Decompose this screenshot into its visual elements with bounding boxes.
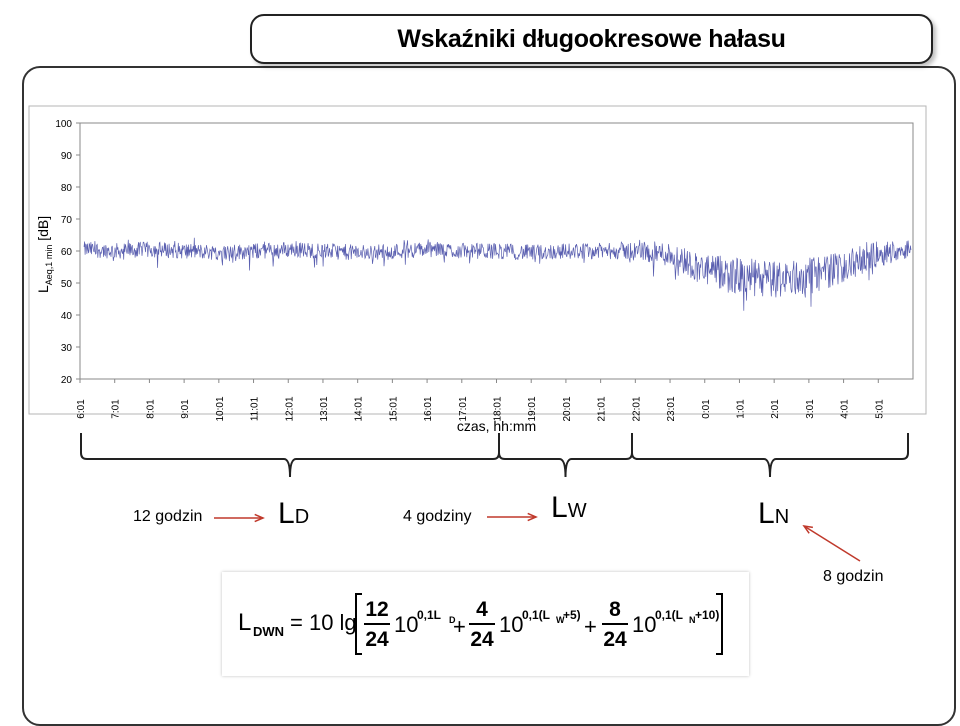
x-tick-label: 15:01 [388, 396, 399, 421]
y-axis-label: LAeq,1 min [dB] [35, 216, 54, 293]
x-tick-label: 20:01 [562, 396, 573, 421]
label-8-hours: 8 godzin [823, 568, 884, 585]
y-tick-label: 100 [55, 119, 72, 130]
t3-exp-sub: N [689, 615, 696, 625]
y-tick-label: 40 [61, 311, 73, 322]
ld-sub: D [294, 506, 310, 528]
y-tick-label: 20 [61, 375, 73, 386]
t1-num: 12 [365, 598, 388, 621]
plus-1: + [453, 614, 466, 639]
lw-sub: W [567, 500, 587, 522]
t1-exp-sub: D [449, 615, 456, 625]
x-tick-label: 6:01 [76, 399, 87, 419]
brace-night [631, 433, 909, 478]
y-tick-label: 60 [61, 247, 73, 258]
ln-main: L [758, 497, 775, 530]
t2-exp-sub: W [556, 615, 565, 625]
x-tick-label: 10:01 [215, 396, 226, 421]
x-tick-label: 3:01 [805, 399, 816, 419]
ln-label: LN [758, 497, 789, 531]
x-tick-label: 17:01 [458, 396, 469, 421]
x-tick-label: 22:01 [631, 396, 642, 421]
x-tick-label: 2:01 [770, 399, 781, 419]
lw-main: L [551, 491, 568, 524]
x-tick-label: 13:01 [319, 396, 330, 421]
label-12-hours: 12 godzin [133, 508, 203, 525]
y-tick-label: 30 [61, 343, 73, 354]
formula-eq: = 10 lg [290, 610, 357, 635]
x-axis-label: czas, hh:mm [457, 418, 536, 434]
x-tick-label: 16:01 [423, 396, 434, 421]
t3-den: 24 [603, 628, 627, 651]
x-tick-label: 5:01 [874, 399, 885, 419]
label-4-hours: 4 godziny [403, 508, 472, 525]
t1-den: 24 [365, 628, 389, 651]
ln-sub: N [774, 506, 790, 528]
chart-layer: 100 90 80 70 60 50 40 30 20 LAeq,1 min [dB] 6:01 7:… [28, 105, 927, 562]
ld-label: LD [278, 497, 309, 531]
arrow-head-ln [802, 524, 814, 534]
x-tick-label: 8:01 [145, 399, 156, 419]
x-tick-label: 18:01 [493, 396, 504, 421]
brace-day [80, 433, 500, 478]
brace-evening [498, 433, 633, 478]
x-tick-label: 0:01 [701, 399, 712, 419]
t2-exp-tail: +5) [563, 608, 581, 622]
ld-main: L [278, 497, 295, 530]
arrow-head-lw [527, 512, 538, 522]
x-tick-label: 11:01 [250, 396, 261, 421]
page-title: Wskaźniki długookresowe hałasu [397, 25, 786, 53]
y-tick-label: 80 [61, 183, 73, 194]
x-tick-label: 4:01 [840, 399, 851, 419]
t3-exp-tail: +10) [695, 608, 719, 622]
t3-num: 8 [609, 598, 621, 621]
t2-den: 24 [470, 628, 494, 651]
x-tick-label: 7:01 [111, 399, 122, 419]
formula-svg: L DWN = 10 lg 12 24 10 0,1L D + 4 24 10 … [238, 593, 723, 655]
t2-num: 4 [476, 598, 488, 621]
formula-lhs-sub: DWN [253, 624, 284, 639]
t3-exp: 0,1(L [655, 608, 683, 622]
t2-exp: 0,1(L [522, 608, 550, 622]
x-tick-label: 23:01 [666, 396, 677, 421]
formula-lhs: L [238, 609, 251, 636]
t1-exp: 0,1L [417, 608, 441, 622]
t1-base: 10 [394, 612, 418, 637]
x-tick-label: 1:01 [735, 399, 746, 419]
lw-label: LW [551, 491, 587, 525]
y-tick-label: 90 [61, 151, 73, 162]
plus-2: + [584, 614, 597, 639]
y-tick-label: 70 [61, 215, 73, 226]
series-laeq-line [83, 237, 912, 311]
t2-base: 10 [499, 612, 523, 637]
x-tick-label: 9:01 [180, 399, 191, 419]
y-tick-label: 50 [61, 279, 73, 290]
x-tick-label: 19:01 [527, 396, 538, 421]
x-tick-label: 12:01 [284, 396, 295, 421]
title-box: Wskaźniki długookresowe hałasu [250, 14, 933, 64]
x-tick-label: 14:01 [354, 396, 365, 421]
arrow-head-ld [254, 513, 265, 523]
arrow-8h-to-ln [803, 525, 861, 562]
x-tick-label: 21:01 [597, 396, 608, 421]
t3-base: 10 [632, 612, 656, 637]
formula-box: L DWN = 10 lg 12 24 10 0,1L D + 4 24 10 … [222, 572, 749, 676]
